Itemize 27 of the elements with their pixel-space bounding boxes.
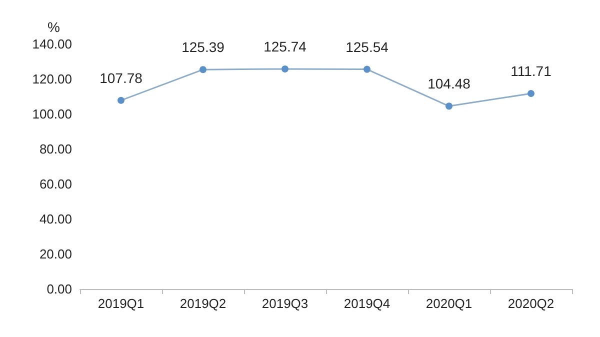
y-tick-label: 120.00 [32, 72, 72, 86]
data-label: 125.39 [182, 39, 225, 56]
x-tick-label: 2019Q4 [344, 296, 390, 311]
y-tick-label: 20.00 [39, 246, 72, 262]
y-tick-label: 0.00 [46, 282, 72, 296]
x-tick-label: 2020Q2 [508, 296, 554, 311]
point [528, 90, 534, 98]
point [364, 66, 370, 73]
x-tick-label: 2019Q3 [262, 296, 308, 311]
data-label: 125.54 [346, 38, 389, 55]
data-label: 107.78 [100, 70, 143, 86]
data-label: 111.71 [510, 63, 552, 80]
x-tick-label: 2019Q1 [98, 296, 144, 311]
point [282, 65, 288, 72]
y-tick-label: 40.00 [39, 212, 72, 226]
y-tick-label: 80.00 [39, 142, 72, 156]
y-axis-title: % [48, 19, 60, 35]
y-tick-label: 60.00 [39, 176, 72, 192]
point [200, 66, 206, 74]
x-tick-label: 2020Q1 [426, 296, 472, 311]
y-tick-label: 140.00 [32, 36, 72, 52]
point [446, 102, 452, 110]
y-tick-label: 100.00 [32, 106, 72, 122]
x-tick-label: 2019Q2 [180, 296, 226, 311]
data-label: 104.48 [428, 76, 471, 92]
data-label: 125.74 [264, 38, 307, 54]
point [118, 96, 124, 104]
